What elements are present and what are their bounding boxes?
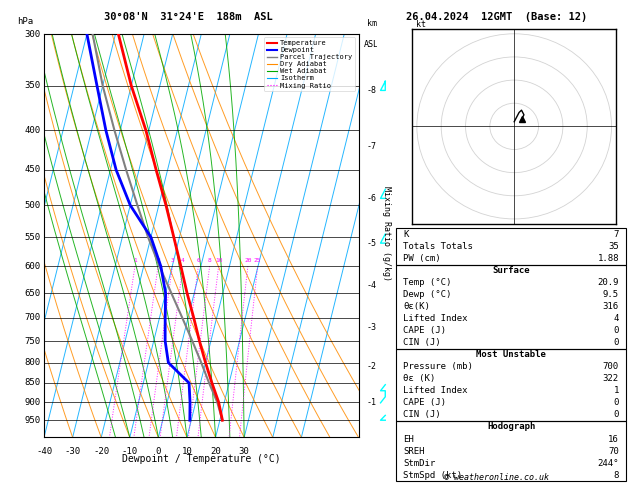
Text: StmDir: StmDir	[403, 459, 435, 468]
Text: 900: 900	[25, 398, 41, 407]
Text: 4: 4	[614, 314, 619, 323]
Text: θε(K): θε(K)	[403, 302, 430, 311]
Text: © weatheronline.co.uk: © weatheronline.co.uk	[445, 473, 549, 482]
Text: 8: 8	[614, 470, 619, 480]
Text: Mixing Ratio (g/kg): Mixing Ratio (g/kg)	[382, 186, 391, 281]
Legend: Temperature, Dewpoint, Parcel Trajectory, Dry Adiabat, Wet Adiabat, Isotherm, Mi: Temperature, Dewpoint, Parcel Trajectory…	[264, 37, 355, 91]
Text: -6: -6	[367, 194, 377, 203]
Text: Temp (°C): Temp (°C)	[403, 278, 452, 287]
Text: Most Unstable: Most Unstable	[476, 350, 546, 359]
Text: Pressure (mb): Pressure (mb)	[403, 363, 473, 371]
Text: 20.9: 20.9	[598, 278, 619, 287]
Text: -8: -8	[367, 86, 377, 95]
Text: 6: 6	[196, 258, 200, 263]
Text: Lifted Index: Lifted Index	[403, 386, 467, 396]
Text: 850: 850	[25, 379, 41, 387]
Text: 35: 35	[608, 242, 619, 251]
Text: SREH: SREH	[403, 447, 425, 455]
Text: Totals Totals: Totals Totals	[403, 242, 473, 251]
Text: 500: 500	[25, 201, 41, 209]
Text: 300: 300	[25, 30, 41, 38]
Text: kt: kt	[416, 20, 426, 29]
Text: 8: 8	[208, 258, 211, 263]
Text: 950: 950	[25, 416, 41, 425]
Text: 70: 70	[608, 447, 619, 455]
Text: θε (K): θε (K)	[403, 374, 435, 383]
Text: 750: 750	[25, 336, 41, 346]
Text: 800: 800	[25, 358, 41, 367]
Text: 0: 0	[614, 411, 619, 419]
Text: 0: 0	[614, 399, 619, 407]
Text: 30: 30	[239, 448, 250, 456]
Text: 0: 0	[156, 448, 161, 456]
Text: 316: 316	[603, 302, 619, 311]
Bar	[396, 421, 626, 481]
Text: 400: 400	[25, 126, 41, 135]
Bar	[396, 349, 626, 421]
Text: LCL: LCL	[362, 386, 377, 395]
Text: 1.88: 1.88	[598, 254, 619, 263]
Text: 1: 1	[614, 386, 619, 396]
Text: Surface: Surface	[493, 266, 530, 275]
Text: 2: 2	[156, 258, 160, 263]
Text: -10: -10	[122, 448, 138, 456]
Text: EH: EH	[403, 434, 414, 444]
Text: 10: 10	[215, 258, 223, 263]
Text: PW (cm): PW (cm)	[403, 254, 441, 263]
Text: 350: 350	[25, 81, 41, 90]
Text: K: K	[403, 230, 408, 239]
Text: 9.5: 9.5	[603, 290, 619, 299]
Text: 650: 650	[25, 289, 41, 297]
Text: 25: 25	[254, 258, 262, 263]
Text: 0: 0	[614, 326, 619, 335]
Text: StmSpd (kt): StmSpd (kt)	[403, 470, 462, 480]
Text: 20: 20	[244, 258, 252, 263]
Text: -40: -40	[36, 448, 52, 456]
Text: 322: 322	[603, 374, 619, 383]
Text: ASL: ASL	[364, 40, 379, 49]
Bar	[396, 228, 626, 264]
Text: 1: 1	[133, 258, 137, 263]
Text: -4: -4	[367, 281, 377, 290]
Text: 7: 7	[614, 230, 619, 239]
Text: km: km	[367, 19, 377, 28]
Text: 10: 10	[182, 448, 192, 456]
Text: -1: -1	[367, 398, 377, 407]
Text: 4: 4	[181, 258, 185, 263]
Text: 20: 20	[210, 448, 221, 456]
Text: 16: 16	[608, 434, 619, 444]
Text: CIN (J): CIN (J)	[403, 338, 441, 347]
Text: -7: -7	[367, 142, 377, 151]
Text: hPa: hPa	[17, 17, 33, 26]
Text: CAPE (J): CAPE (J)	[403, 399, 446, 407]
Text: -2: -2	[367, 362, 377, 371]
Bar	[396, 264, 626, 349]
Text: -5: -5	[367, 239, 377, 248]
Text: 244°: 244°	[598, 459, 619, 468]
X-axis label: Dewpoint / Temperature (°C): Dewpoint / Temperature (°C)	[122, 454, 281, 464]
Text: 700: 700	[603, 363, 619, 371]
Text: CIN (J): CIN (J)	[403, 411, 441, 419]
Text: 600: 600	[25, 262, 41, 271]
Text: Hodograph: Hodograph	[487, 422, 535, 432]
Text: Dewp (°C): Dewp (°C)	[403, 290, 452, 299]
Text: 450: 450	[25, 165, 41, 174]
Text: 30°08'N  31°24'E  188m  ASL: 30°08'N 31°24'E 188m ASL	[104, 12, 273, 22]
Text: Lifted Index: Lifted Index	[403, 314, 467, 323]
Text: -30: -30	[65, 448, 81, 456]
Text: CAPE (J): CAPE (J)	[403, 326, 446, 335]
Text: -3: -3	[367, 323, 377, 332]
Text: 26.04.2024  12GMT  (Base: 12): 26.04.2024 12GMT (Base: 12)	[406, 12, 587, 22]
Text: 3: 3	[170, 258, 174, 263]
Text: 550: 550	[25, 233, 41, 242]
Text: 0: 0	[614, 338, 619, 347]
Text: -20: -20	[93, 448, 109, 456]
Text: 700: 700	[25, 313, 41, 322]
